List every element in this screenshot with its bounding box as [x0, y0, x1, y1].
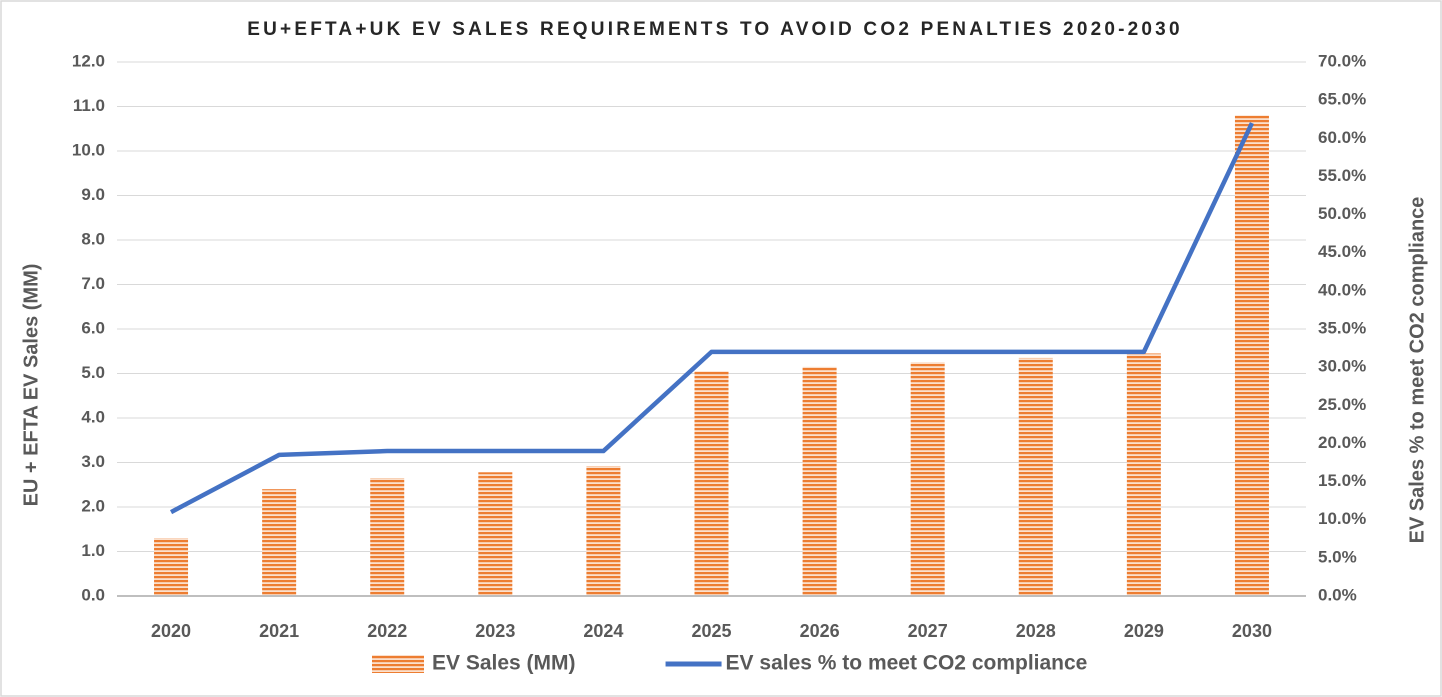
x-tick-label: 2022: [367, 621, 407, 641]
y2-tick-label: 30.0%: [1318, 357, 1366, 376]
y2-tick-label: 50.0%: [1318, 204, 1366, 223]
y-tick-label: 8.0: [81, 229, 105, 248]
y2-tick-label: 0.0%: [1318, 585, 1357, 604]
bar: [478, 472, 513, 596]
y-tick-label: 12.0: [72, 51, 105, 70]
y-tick-label: 0.0: [81, 585, 105, 604]
y-tick-label: 7.0: [81, 274, 105, 293]
legend-label: EV Sales (MM): [432, 652, 576, 675]
y-tick-label: 9.0: [81, 185, 105, 204]
y-tick-label: 2.0: [81, 496, 105, 515]
y2-tick-label: 15.0%: [1318, 471, 1366, 490]
y-tick-label: 1.0: [81, 541, 105, 560]
y-axis-label: EU + EFTA EV Sales (MM): [20, 264, 42, 507]
y-tick-label: 4.0: [81, 407, 105, 426]
legend-label: EV sales % to meet CO2 compliance: [726, 652, 1088, 675]
x-tick-label: 2020: [151, 621, 191, 641]
x-tick-label: 2025: [691, 621, 731, 641]
bar: [1126, 353, 1161, 596]
y-tick-label: 10.0: [72, 140, 105, 159]
y2-tick-label: 20.0%: [1318, 433, 1366, 452]
x-tick-label: 2027: [908, 621, 948, 641]
chart-title: EU+EFTA+UK EV SALES REQUIREMENTS TO AVOI…: [247, 19, 1182, 40]
legend-swatch: [372, 655, 424, 673]
y2-tick-label: 55.0%: [1318, 166, 1366, 185]
bar: [262, 489, 297, 596]
bar: [910, 362, 945, 596]
bar: [370, 478, 405, 596]
y-tick-label: 11.0: [73, 96, 105, 115]
y2-tick-label: 65.0%: [1318, 90, 1366, 109]
bar: [1018, 357, 1053, 596]
y2-tick-label: 5.0%: [1318, 547, 1357, 566]
y2-tick-label: 40.0%: [1318, 280, 1366, 299]
y2-tick-label: 60.0%: [1318, 128, 1366, 147]
x-tick-label: 2029: [1124, 621, 1164, 641]
x-tick-label: 2026: [800, 621, 840, 641]
x-tick-label: 2030: [1232, 621, 1272, 641]
y2-axis-label: EV Sales % to meet CO2 compliance: [1406, 197, 1428, 544]
y2-tick-label: 45.0%: [1318, 242, 1366, 261]
bar: [154, 538, 189, 596]
x-tick-label: 2028: [1016, 621, 1056, 641]
x-tick-label: 2021: [259, 621, 299, 641]
line: [169, 122, 1254, 515]
y2-tick-label: 10.0%: [1318, 509, 1366, 528]
bar: [802, 366, 837, 596]
x-tick-label: 2024: [583, 621, 623, 641]
x-tick-label: 2023: [475, 621, 515, 641]
y-tick-label: 3.0: [81, 452, 105, 471]
bar: [1234, 115, 1269, 597]
y-tick-label: 6.0: [81, 318, 105, 337]
y-tick-label: 5.0: [81, 363, 105, 382]
bar: [586, 466, 621, 596]
bar: [694, 371, 729, 596]
y2-tick-label: 25.0%: [1318, 395, 1366, 414]
y2-tick-label: 35.0%: [1318, 318, 1366, 337]
y2-tick-label: 70.0%: [1318, 51, 1366, 70]
